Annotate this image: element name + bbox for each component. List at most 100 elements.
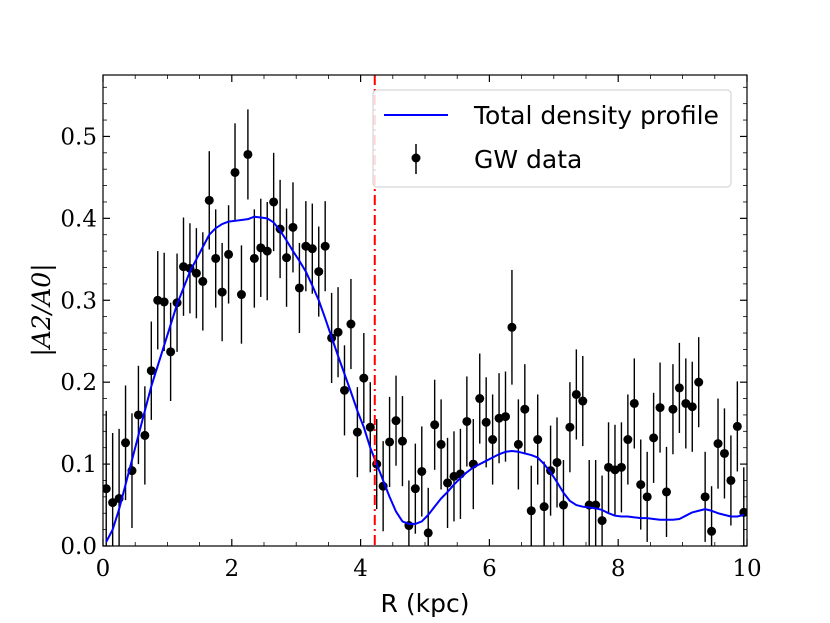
x-tick-label: 8 [611,556,626,582]
x-tick-label: 10 [732,556,761,582]
data-point [475,394,485,404]
data-point [700,492,710,502]
x-tick-label: 0 [96,556,111,582]
data-point [726,475,736,485]
data-point [211,253,221,263]
data-point [443,478,453,488]
y-tick-label: 0.5 [60,124,97,150]
data-point [642,492,652,502]
data-point [103,484,111,494]
data-point [198,276,208,286]
density-profile-line [105,215,745,543]
data-point [636,480,646,490]
data-point [687,402,697,412]
data-point [655,403,665,413]
data-point [391,416,401,426]
data-point [249,253,259,263]
data-point [108,498,118,508]
data-point [340,385,349,395]
y-tick-label: 0.3 [60,288,97,314]
data-point [597,516,607,526]
data-point [565,422,575,432]
data-point [282,253,292,263]
legend: Total density profile GW data [372,89,732,188]
x-tick-label: 2 [224,556,239,582]
data-point [616,462,626,472]
x-tick-labels: 0 2 4 6 8 10 [96,556,762,582]
data-point [552,457,562,467]
data-point [385,437,395,447]
data-point [262,246,272,256]
data-point [649,433,659,443]
data-point [224,249,234,259]
y-tick-label: 0.4 [60,206,97,232]
data-point [526,506,536,516]
data-point [513,439,523,449]
legend-entry-total-density: Total density profile [473,101,719,130]
y-tick-labels: 0.0 0.1 0.2 0.3 0.4 0.5 [60,124,97,560]
legend-box [372,89,732,188]
x-axis-label: R (kpc) [381,589,470,618]
y-tick-label: 0.2 [60,370,97,396]
data-point [346,319,356,329]
data-point [533,435,543,445]
data-point [333,327,343,337]
data-point [314,267,324,277]
data-point [146,366,156,376]
plot-frame [102,74,748,547]
data-point [578,396,588,406]
data-point [520,404,530,414]
data-point [243,149,253,159]
data-point [133,410,143,420]
data-point [352,427,362,437]
data-point [558,500,568,510]
data-point [713,439,723,449]
data-point [230,167,240,177]
data-point [674,383,684,393]
data-point [488,435,498,445]
data-point [307,244,317,254]
data-point [359,373,369,383]
data-point [204,195,214,205]
major-ticks [102,75,748,547]
data-point [320,241,330,251]
data-point [707,526,717,536]
data-point [662,487,671,497]
data-point [623,435,633,445]
data-point [436,439,446,449]
data-point [269,197,279,207]
x-tick-label: 6 [482,556,497,582]
data-point [539,502,549,512]
data-point [365,422,375,432]
data-point [140,430,150,440]
data-point [159,297,169,307]
data-point [732,421,742,431]
legend-entry-gw-data: GW data [474,145,582,174]
data-point [288,222,298,232]
data-point [410,484,420,494]
data-point [397,436,407,446]
data-point [430,420,440,430]
data-point [694,377,704,387]
y-axis-label: |A2/A0| [27,263,57,356]
data-point [629,398,639,408]
data-point [191,268,201,278]
curve-layer [105,215,745,543]
data-point [462,416,472,426]
data-point [121,438,131,448]
data-point [294,283,304,293]
data-points [103,149,747,538]
data-point [423,528,433,538]
legend-marker-swatch [411,153,421,163]
data-point [668,404,678,414]
data-point [571,389,581,399]
y-tick-label: 0.0 [60,534,97,560]
data-point [417,466,427,476]
y-tick-label: 0.1 [60,452,97,478]
x-tick-label: 4 [353,556,368,582]
data-point [217,287,227,297]
data-point [236,290,246,300]
data-point [481,417,491,427]
data-point [501,412,510,422]
